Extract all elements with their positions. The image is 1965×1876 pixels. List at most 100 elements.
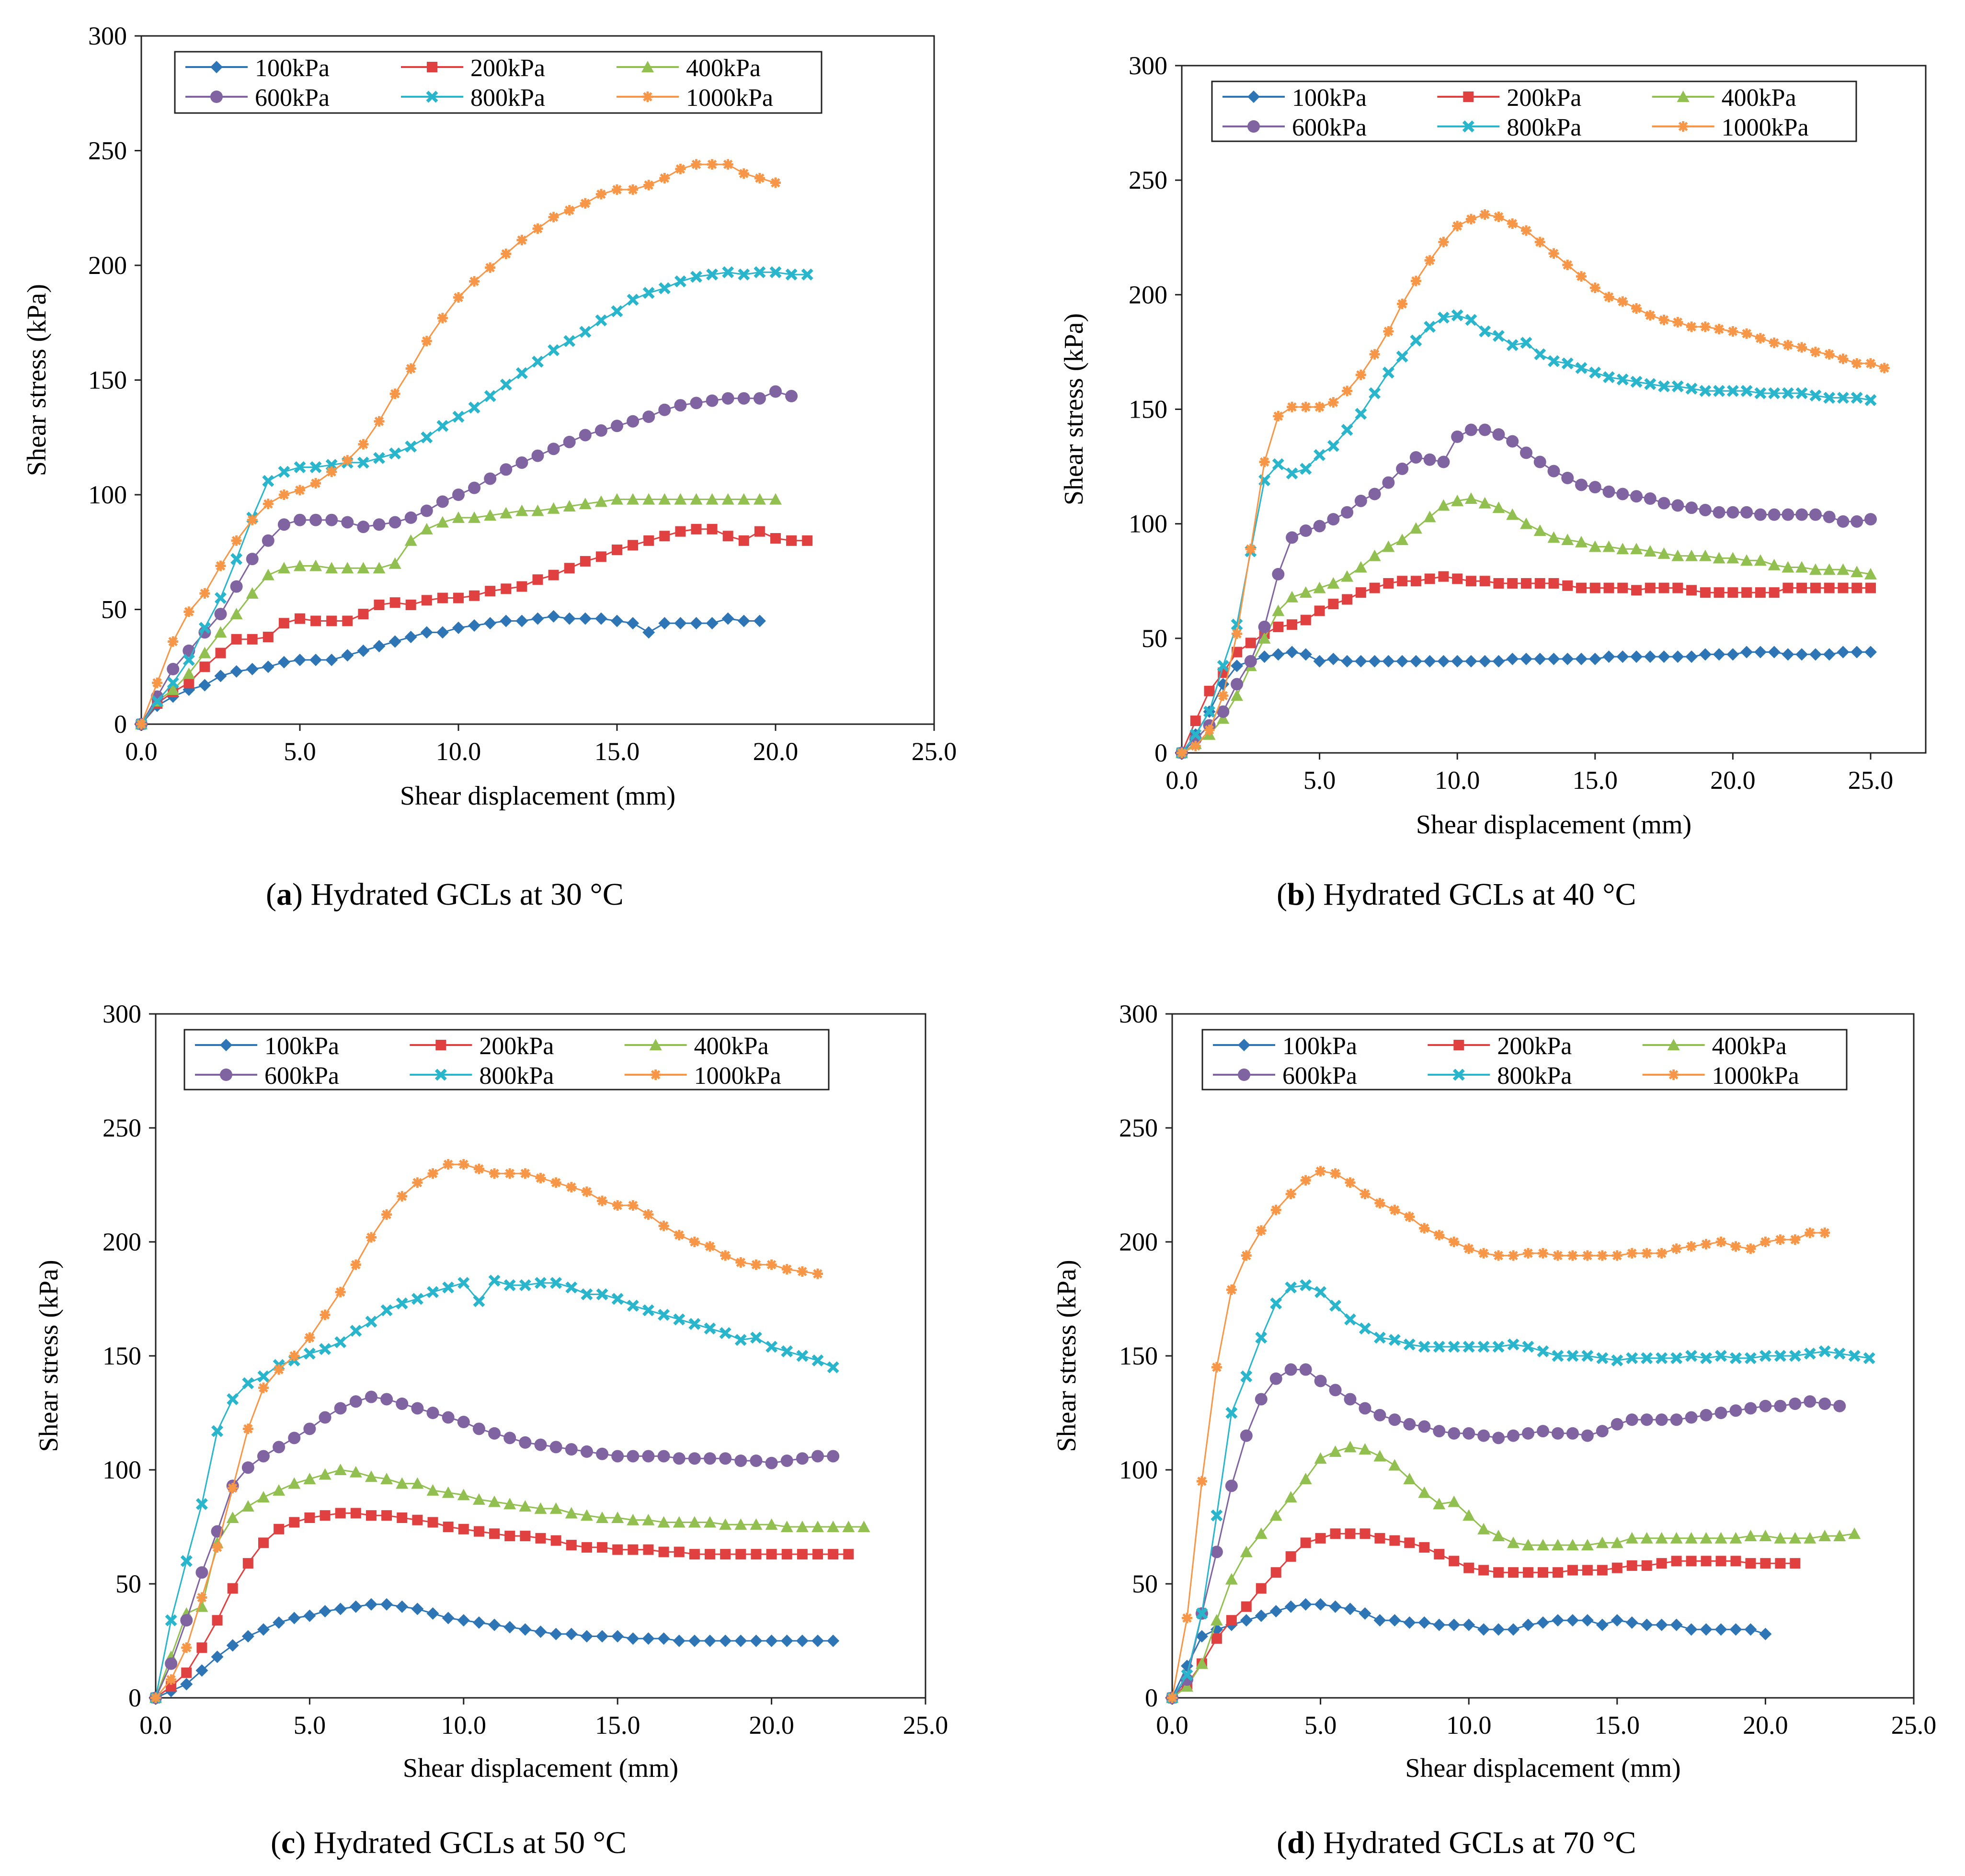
data-point-800kPa [1286, 467, 1298, 479]
series-100kPa-b [1176, 646, 1877, 759]
data-point-200kPa [754, 526, 765, 537]
data-point-400kPa [719, 1518, 732, 1530]
data-point-100kPa [349, 1600, 362, 1613]
data-point-800kPa [734, 1334, 747, 1346]
legend-label-600kPa: 600kPa [1282, 1062, 1357, 1090]
data-point-1000kPa [1389, 1205, 1400, 1216]
data-point-600kPa [627, 415, 640, 428]
series-line-200kPa [155, 1512, 849, 1699]
data-point-400kPa [657, 1516, 670, 1528]
y-tick-label: 200 [103, 1228, 141, 1256]
data-point-200kPa [1714, 587, 1725, 598]
data-point-400kPa [611, 1511, 624, 1523]
data-point-800kPa [1670, 1352, 1683, 1364]
data-point-200kPa [1730, 1556, 1741, 1567]
data-point-800kPa [1506, 339, 1519, 352]
data-point-100kPa [796, 1635, 809, 1647]
chart-panel-c: 0.0 5.0 10.0 15.0 20.0 25.0 0 50 100 150 200 250 300… [34, 1000, 948, 1783]
data-point-200kPa [320, 1510, 331, 1521]
data-point-200kPa [1769, 587, 1780, 598]
data-point-600kPa [411, 1402, 424, 1415]
legend-marker-600kPa [220, 1069, 232, 1081]
data-point-100kPa [1396, 655, 1409, 668]
data-point-800kPa [380, 1304, 393, 1317]
data-point-200kPa [1838, 582, 1849, 593]
data-point-400kPa [1726, 552, 1739, 564]
data-point-1000kPa [781, 1264, 792, 1275]
data-point-800kPa [781, 1345, 793, 1357]
data-point-800kPa [1561, 357, 1574, 370]
data-point-1000kPa [595, 189, 606, 200]
data-point-200kPa [1534, 578, 1545, 589]
caption-text-a: Hydrated GCLs at 30 °C [310, 877, 624, 912]
data-point-400kPa [1851, 566, 1863, 578]
data-point-1000kPa [1656, 1248, 1667, 1259]
legend-marker-800kPa [426, 91, 438, 103]
data-point-600kPa [534, 1438, 547, 1451]
data-point-100kPa [1255, 1609, 1268, 1622]
data-point-1000kPa [1686, 1241, 1697, 1252]
data-point-200kPa [1345, 1528, 1356, 1539]
data-point-200kPa [1790, 1558, 1801, 1569]
data-point-400kPa [734, 1518, 747, 1530]
data-point-800kPa [167, 677, 179, 689]
data-point-400kPa [404, 534, 417, 546]
data-point-200kPa [564, 563, 575, 574]
data-point-100kPa [1657, 650, 1670, 663]
data-point-200kPa [1672, 582, 1683, 593]
data-point-100kPa [827, 1635, 840, 1647]
data-point-100kPa [1423, 655, 1436, 668]
data-point-800kPa [1864, 394, 1877, 406]
data-point-200kPa [770, 533, 781, 544]
data-point-800kPa [350, 1325, 362, 1337]
data-point-200kPa [1631, 585, 1642, 596]
data-point-600kPa [388, 516, 401, 529]
data-point-100kPa [563, 612, 576, 625]
data-point-400kPa [1492, 1530, 1505, 1542]
data-point-100kPa [1768, 646, 1781, 659]
data-point-600kPa [262, 534, 274, 547]
data-point-100kPa [211, 1650, 224, 1663]
data-point-400kPa [1602, 540, 1615, 552]
legend-marker-600kPa [210, 91, 223, 103]
data-point-400kPa [1478, 497, 1491, 509]
data-point-1000kPa [215, 560, 226, 571]
data-point-600kPa [719, 1452, 732, 1465]
legend-label-1000kPa: 1000kPa [686, 84, 773, 112]
series-line-600kPa [1171, 1369, 1840, 1698]
data-point-100kPa [1354, 655, 1367, 668]
legend-label-1000kPa: 1000kPa [1712, 1062, 1799, 1090]
data-point-400kPa [1547, 531, 1560, 543]
y-tick-label: 0 [1145, 1683, 1158, 1712]
data-point-800kPa [1715, 1350, 1727, 1362]
data-point-1000kPa [1465, 214, 1476, 225]
y-tick-label: 150 [1119, 1342, 1158, 1370]
data-point-600kPa [1533, 455, 1546, 468]
data-point-400kPa [547, 502, 560, 514]
data-point-400kPa [1180, 1680, 1193, 1692]
data-point-100kPa [1625, 1616, 1638, 1629]
data-point-800kPa [1575, 362, 1588, 374]
data-point-1000kPa [453, 292, 464, 303]
data-point-600kPa [365, 1390, 377, 1403]
data-point-800kPa [1759, 1350, 1771, 1362]
data-point-1000kPa [1196, 1476, 1207, 1487]
data-point-600kPa [515, 456, 528, 469]
data-point-1000kPa [1760, 1237, 1771, 1247]
data-point-1000kPa [1300, 1175, 1311, 1186]
data-point-400kPa [436, 516, 449, 528]
data-point-1000kPa [1548, 248, 1559, 259]
data-point-1000kPa [1434, 1229, 1445, 1240]
data-point-200kPa [326, 615, 337, 626]
data-point-600kPa [195, 1566, 208, 1579]
data-point-100kPa [396, 1600, 409, 1613]
data-point-600kPa [1519, 446, 1532, 459]
data-point-400kPa [1744, 1530, 1757, 1542]
data-point-100kPa [1519, 652, 1532, 665]
data-point-1000kPa [295, 485, 305, 496]
data-point-400kPa [1231, 689, 1244, 701]
data-point-400kPa [488, 1495, 501, 1507]
data-point-1000kPa [358, 439, 369, 450]
legend-label-200kPa: 200kPa [1497, 1033, 1572, 1060]
data-point-800kPa [373, 452, 385, 464]
